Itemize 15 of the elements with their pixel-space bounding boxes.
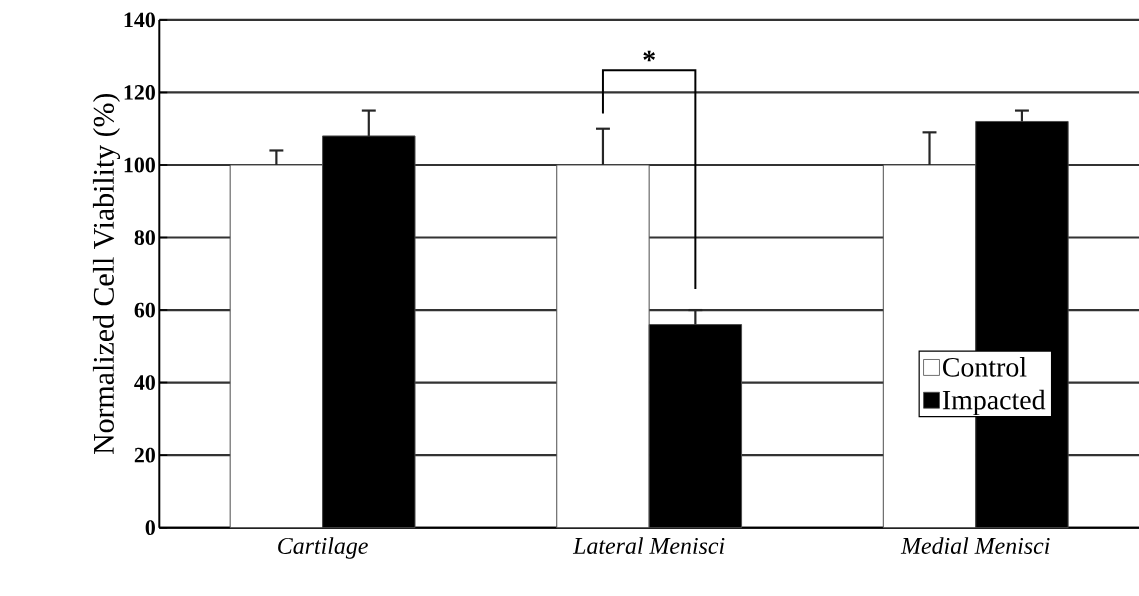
y-tick-label: 100 bbox=[124, 157, 155, 173]
y-tick-label: 60 bbox=[134, 302, 155, 318]
x-tick-label: Lateral Menisci bbox=[572, 536, 725, 554]
legend-label: Impacted bbox=[942, 389, 1046, 415]
annotation: * bbox=[643, 50, 655, 62]
y-tick-label: 0 bbox=[145, 520, 155, 535]
y-tick-label: 20 bbox=[134, 447, 155, 463]
x-tick-label: Cartilage bbox=[278, 536, 368, 559]
y-tick-label: 140 bbox=[124, 12, 155, 28]
y-tick-label: 40 bbox=[134, 375, 155, 390]
y-axis-title: Normalized Cell Viability (%) bbox=[92, 93, 121, 454]
y-tick-label: 120 bbox=[124, 84, 155, 100]
legend-label: Control bbox=[943, 356, 1027, 377]
y-tick-label: 80 bbox=[134, 229, 155, 245]
x-tick-label: Medial Menisci bbox=[900, 536, 1050, 554]
